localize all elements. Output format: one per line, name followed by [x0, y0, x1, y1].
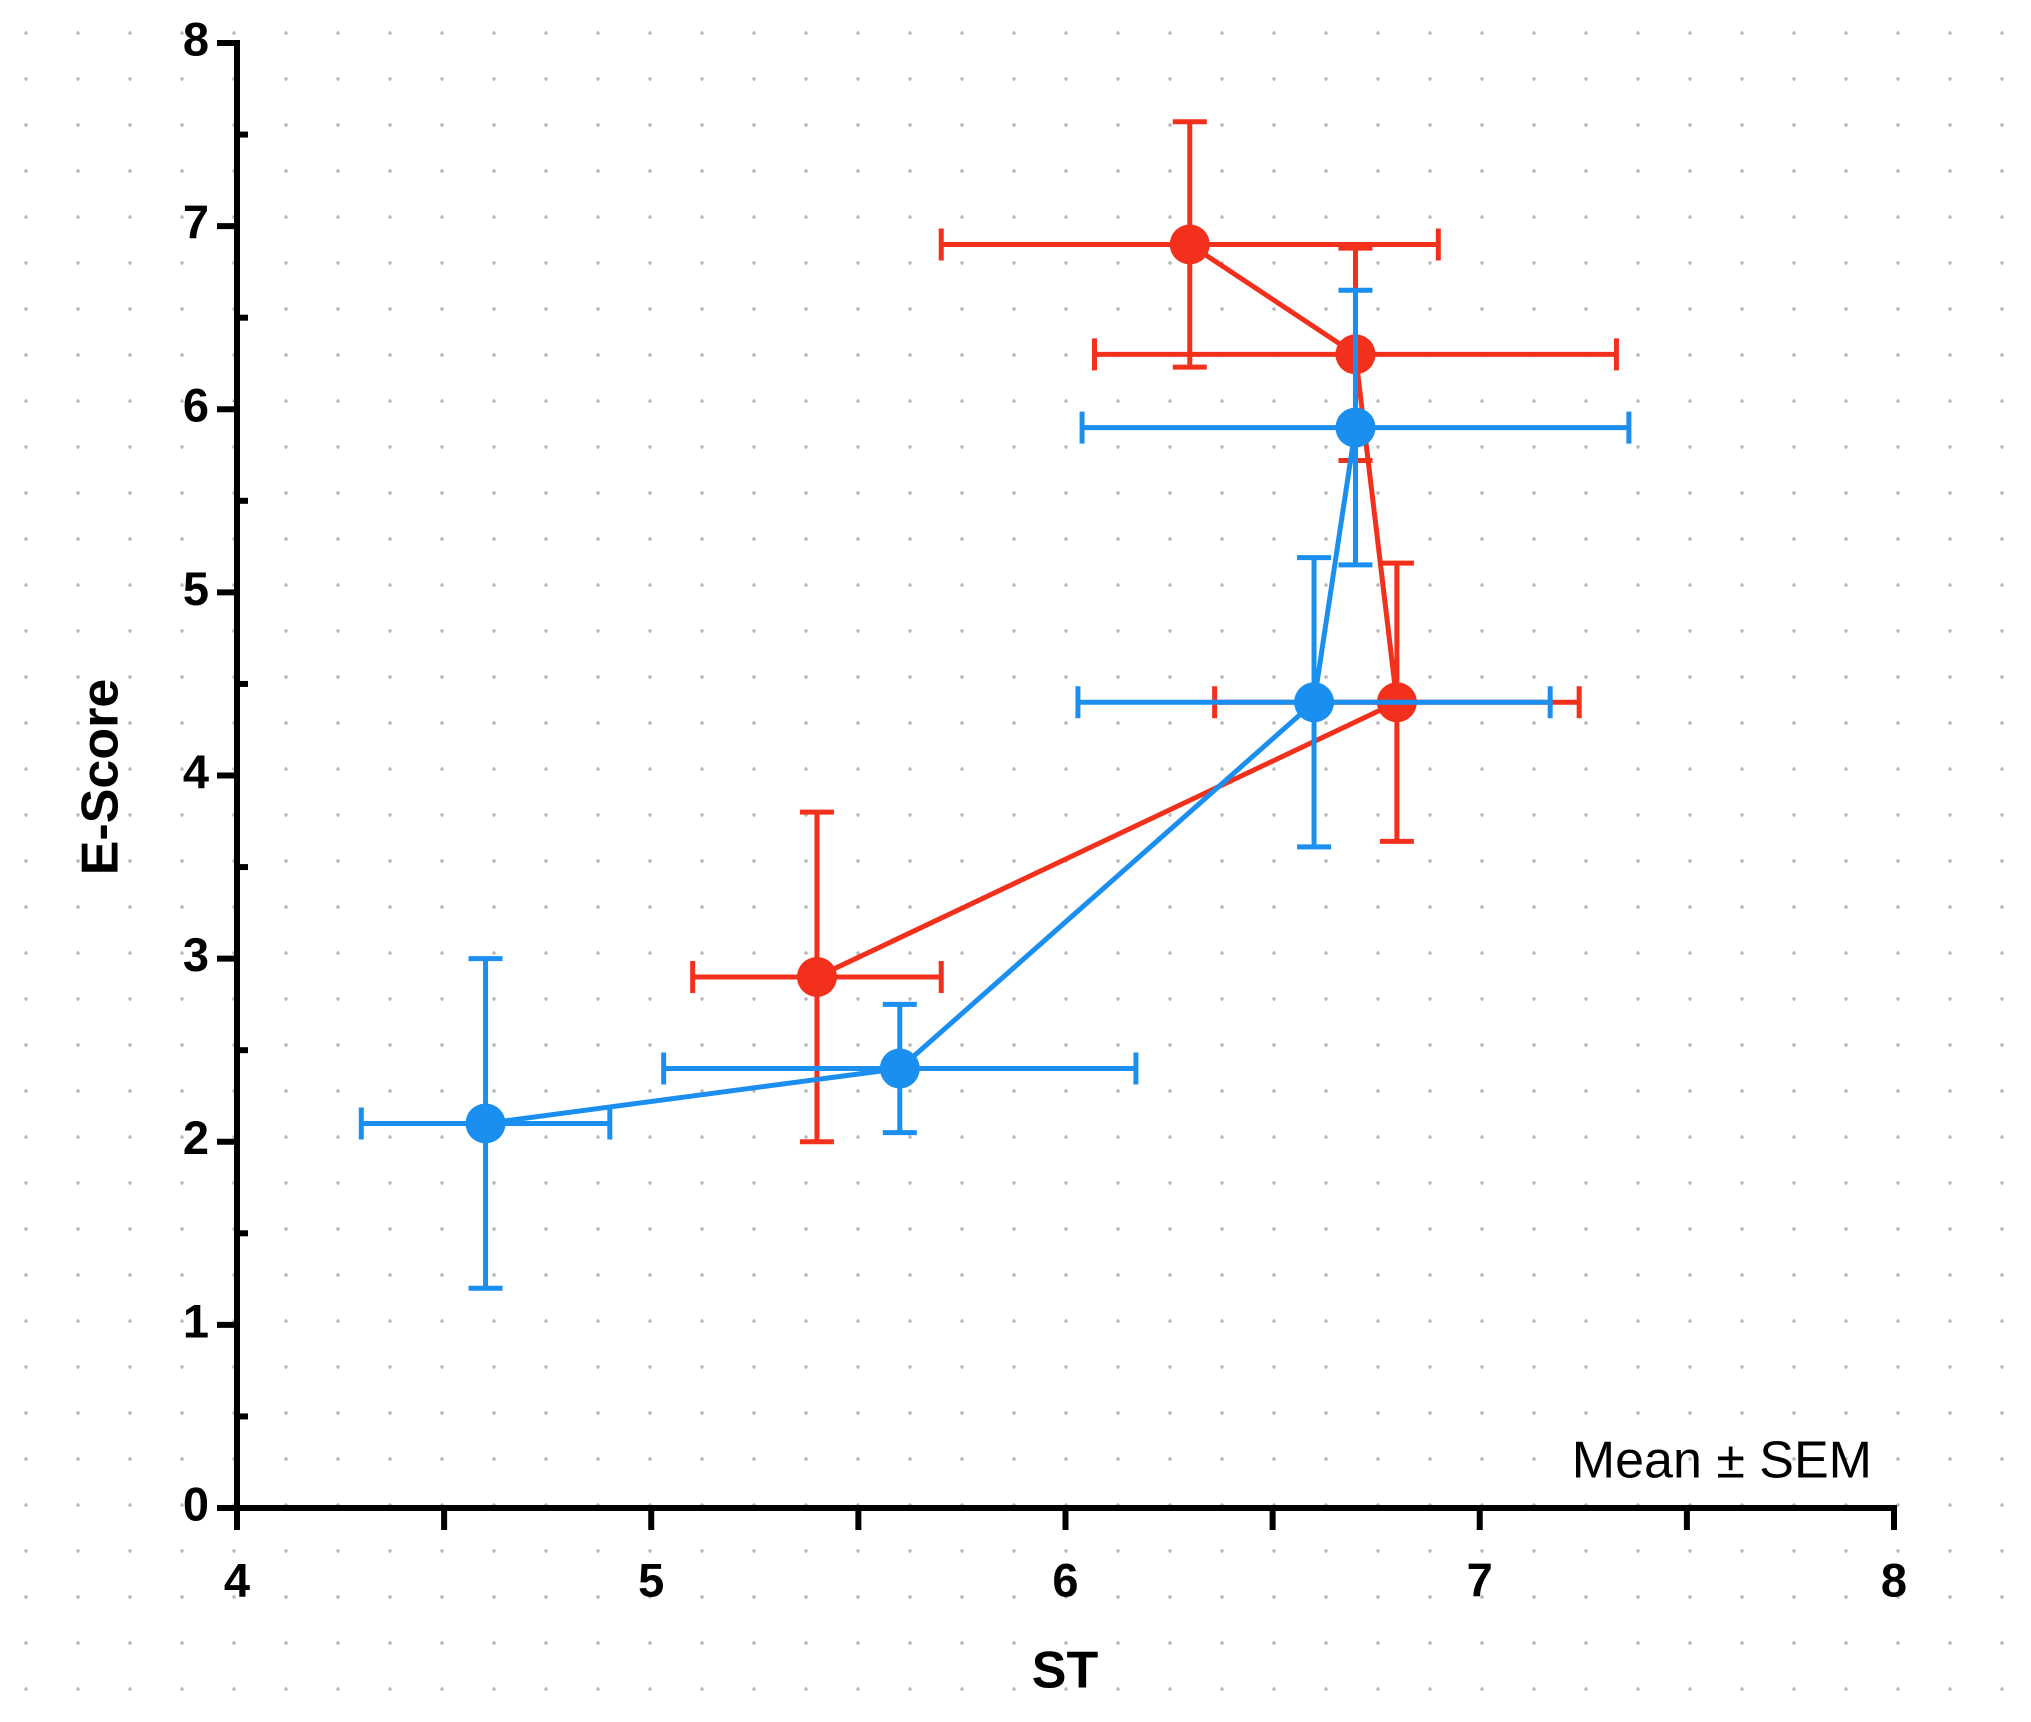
y-tick-label: 5 — [183, 562, 209, 615]
series-line — [815, 242, 1400, 980]
y-tick-label: 6 — [183, 379, 209, 432]
y-tick-label: 3 — [183, 928, 209, 981]
x-tick-label: 5 — [638, 1553, 664, 1606]
y-tick-label: 2 — [183, 1111, 209, 1164]
x-tick-label: 7 — [1467, 1553, 1493, 1606]
y-tick-label: 1 — [183, 1294, 209, 1347]
point — [1335, 407, 1376, 448]
x-tick-label: 6 — [1052, 1553, 1078, 1606]
y-axis-label: E-Score — [72, 679, 130, 876]
y-tick-label: 7 — [183, 196, 209, 249]
y-tick-label: 8 — [183, 12, 209, 65]
point — [1294, 682, 1335, 723]
point — [879, 1048, 920, 1089]
point — [465, 1103, 506, 1144]
x-tick-label: 4 — [224, 1553, 250, 1606]
series-line — [485, 427, 1358, 1126]
x-tick-label: 8 — [1881, 1553, 1907, 1606]
y-tick-label: 0 — [183, 1477, 209, 1530]
y-tick-label: 4 — [183, 745, 209, 798]
point — [1169, 224, 1210, 265]
x-axis-label: ST — [1032, 1642, 1099, 1700]
point — [796, 956, 837, 997]
annotation: Mean ± SEM — [1572, 1432, 1872, 1490]
